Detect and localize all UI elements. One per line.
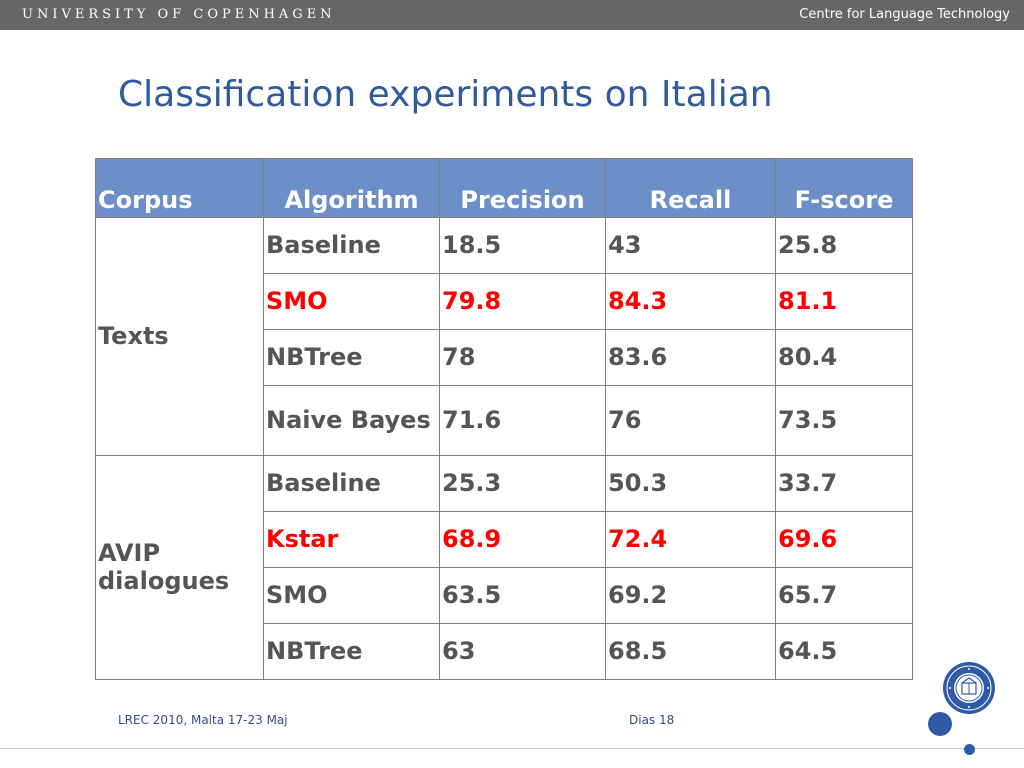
corpus-cell: AVIP dialogues: [95, 455, 264, 680]
table-row: Kstar 68.9 72.4 69.6: [96, 511, 913, 568]
top-bar: UNIVERSITY OF COPENHAGEN Centre for Lang…: [0, 0, 1024, 30]
table-row: NBTree 63 68.5 64.5: [96, 623, 913, 680]
algorithm-cell: Baseline: [263, 217, 440, 274]
algorithm-cell: NBTree: [263, 329, 440, 386]
header-precision: Precision: [439, 158, 606, 218]
recall-cell: 68.5: [605, 623, 776, 680]
fscore-cell: 64.5: [775, 623, 913, 680]
precision-cell: 71.6: [439, 385, 606, 456]
recall-cell: 76: [605, 385, 776, 456]
table-row: Naive Bayes 71.6 76 73.5: [96, 385, 913, 456]
decorative-dot-large: [928, 712, 952, 736]
algorithm-cell: Naive Bayes: [263, 385, 440, 456]
precision-cell: 68.9: [439, 511, 606, 568]
precision-cell: 63: [439, 623, 606, 680]
fscore-cell: 80.4: [775, 329, 913, 386]
precision-cell: 79.8: [439, 273, 606, 330]
algorithm-cell: Baseline: [263, 455, 440, 512]
corpus-cell: Texts: [95, 217, 264, 456]
header-corpus: Corpus: [95, 158, 264, 218]
university-seal-icon: [943, 662, 995, 714]
university-name: UNIVERSITY OF COPENHAGEN: [22, 7, 336, 22]
algorithm-cell: SMO: [263, 273, 440, 330]
algorithm-cell: NBTree: [263, 623, 440, 680]
recall-cell: 84.3: [605, 273, 776, 330]
results-table: Corpus Algorithm Precision Recall F-scor…: [95, 158, 913, 680]
algorithm-cell: Kstar: [263, 511, 440, 568]
table-header-row: Corpus Algorithm Precision Recall F-scor…: [95, 158, 913, 218]
slide-title: Classification experiments on Italian: [118, 74, 773, 115]
table-row: SMO 63.5 69.2 65.7: [96, 567, 913, 624]
recall-cell: 83.6: [605, 329, 776, 386]
recall-cell: 43: [605, 217, 776, 274]
algorithm-cell: SMO: [263, 567, 440, 624]
table-body: Texts Baseline 18.5 43 25.8 SMO 79.8 84.3 81.1 NB…: [95, 217, 913, 680]
precision-cell: 63.5: [439, 567, 606, 624]
header-recall: Recall: [605, 158, 776, 218]
recall-cell: 50.3: [605, 455, 776, 512]
decorative-dot-small: [964, 744, 975, 755]
fscore-cell: 25.8: [775, 217, 913, 274]
precision-cell: 18.5: [439, 217, 606, 274]
fscore-cell: 33.7: [775, 455, 913, 512]
header-algorithm: Algorithm: [263, 158, 440, 218]
recall-cell: 72.4: [605, 511, 776, 568]
slide-number: Dias 18: [629, 713, 675, 727]
precision-cell: 25.3: [439, 455, 606, 512]
fscore-cell: 65.7: [775, 567, 913, 624]
precision-cell: 78: [439, 329, 606, 386]
department-name: Centre for Language Technology: [799, 7, 1010, 22]
footer-event: LREC 2010, Malta 17-23 Maj: [118, 713, 288, 727]
recall-cell: 69.2: [605, 567, 776, 624]
fscore-cell: 73.5: [775, 385, 913, 456]
fscore-cell: 69.6: [775, 511, 913, 568]
footer-divider: [0, 748, 1024, 749]
table-row: AVIP dialogues Baseline 25.3 50.3 33.7: [95, 455, 913, 680]
header-fscore: F-score: [775, 158, 913, 218]
fscore-cell: 81.1: [775, 273, 913, 330]
table-row: Texts Baseline 18.5 43 25.8: [95, 217, 913, 456]
